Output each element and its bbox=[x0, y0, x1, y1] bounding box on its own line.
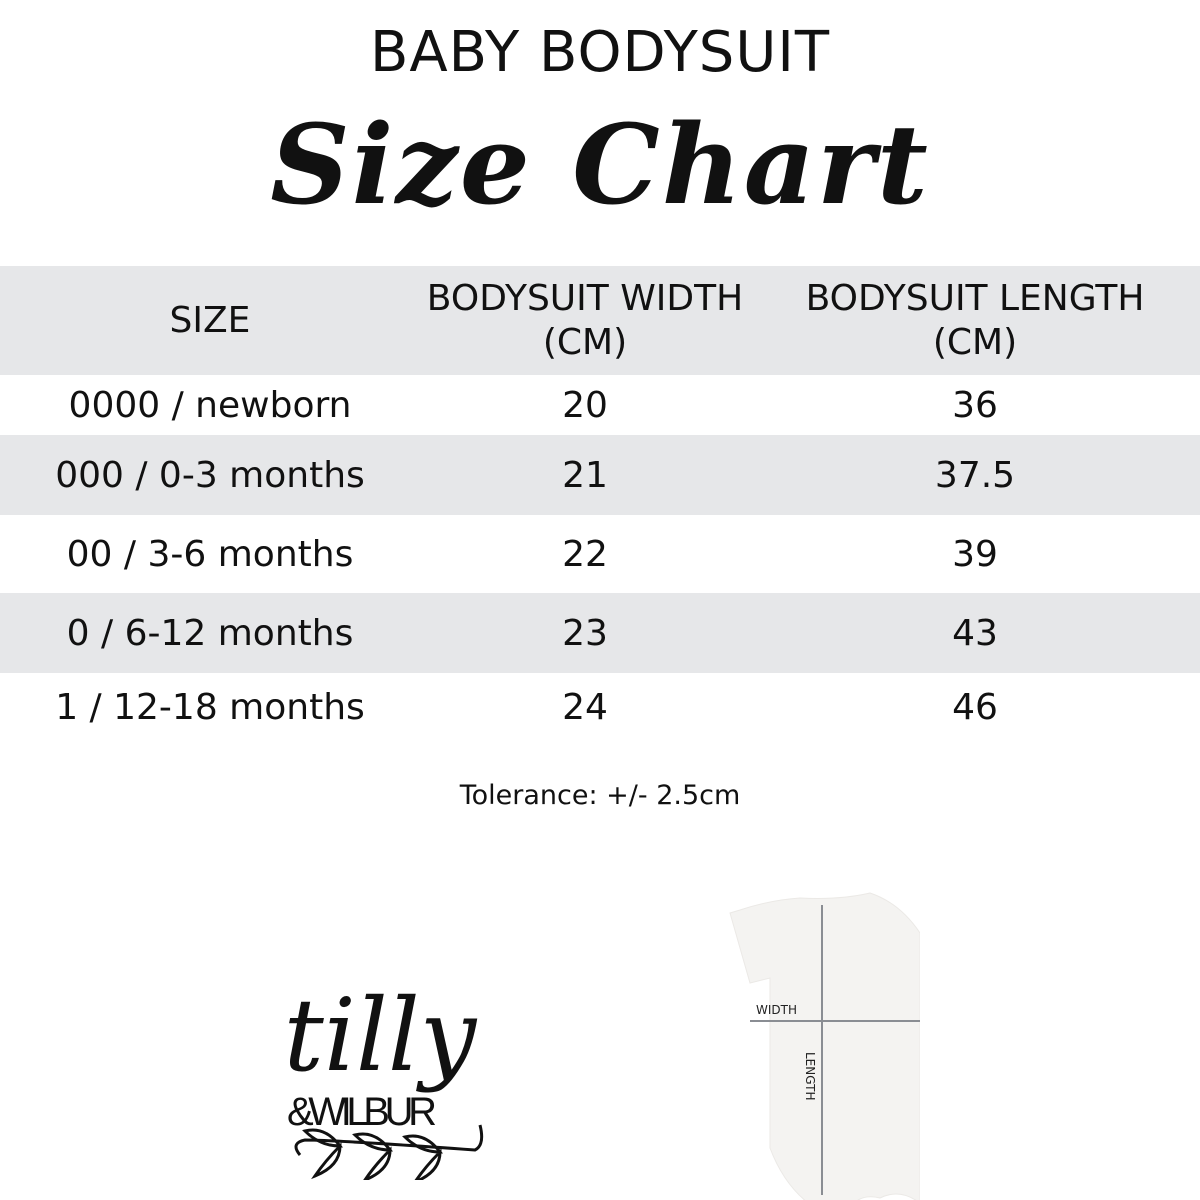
table-row: 0000 / newborn 20 36 bbox=[0, 375, 1200, 435]
size-cell: 00 / 3-6 months bbox=[66, 533, 354, 575]
tolerance-note: Tolerance: +/- 2.5cm bbox=[459, 780, 741, 811]
width-cell: 24 bbox=[562, 686, 608, 728]
size-cell: 1 / 12-18 months bbox=[55, 686, 365, 728]
leaf-branch-icon bbox=[294, 1124, 484, 1180]
bodysuit-diagram: WIDTH LENGTH bbox=[729, 892, 920, 1200]
column-header: BODYSUIT WIDTH (CM) bbox=[426, 277, 744, 363]
table-header: SIZE BODYSUIT WIDTH (CM) BODYSUIT LENGTH… bbox=[0, 266, 1200, 375]
length-cell: 36 bbox=[952, 384, 998, 426]
size-table: SIZE BODYSUIT WIDTH (CM) BODYSUIT LENGTH… bbox=[0, 266, 1200, 741]
length-cell: 43 bbox=[952, 612, 998, 654]
page-subtitle: Size Chart bbox=[270, 100, 930, 229]
size-cell: 0 / 6-12 months bbox=[66, 612, 354, 654]
logo-line2: &WILBUR bbox=[287, 1090, 437, 1134]
length-cell: 37.5 bbox=[934, 454, 1016, 496]
column-header: SIZE bbox=[169, 299, 251, 341]
table-row: 000 / 0-3 months 21 37.5 bbox=[0, 435, 1200, 515]
brand-logo: tilly &WILBUR bbox=[284, 977, 484, 1180]
size-cell: 000 / 0-3 months bbox=[55, 454, 365, 496]
size-cell: 0000 / newborn bbox=[68, 384, 352, 426]
width-cell: 22 bbox=[562, 533, 608, 575]
column-header: BODYSUIT LENGTH (CM) bbox=[805, 277, 1145, 363]
bodysuit-icon bbox=[729, 892, 920, 1200]
page-title: BABY BODYSUIT bbox=[369, 20, 831, 85]
width-cell: 23 bbox=[562, 612, 608, 654]
logo-line1: tilly bbox=[284, 977, 478, 1094]
length-cell: 46 bbox=[952, 686, 998, 728]
table-row: 1 / 12-18 months 24 46 bbox=[0, 673, 1200, 741]
table-row: 0 / 6-12 months 23 43 bbox=[0, 593, 1200, 673]
length-cell: 39 bbox=[952, 533, 998, 575]
width-label: WIDTH bbox=[756, 1003, 797, 1017]
width-cell: 20 bbox=[562, 384, 608, 426]
width-cell: 21 bbox=[562, 454, 608, 496]
table-row: 00 / 3-6 months 22 39 bbox=[0, 515, 1200, 593]
length-label: LENGTH bbox=[803, 1052, 817, 1100]
